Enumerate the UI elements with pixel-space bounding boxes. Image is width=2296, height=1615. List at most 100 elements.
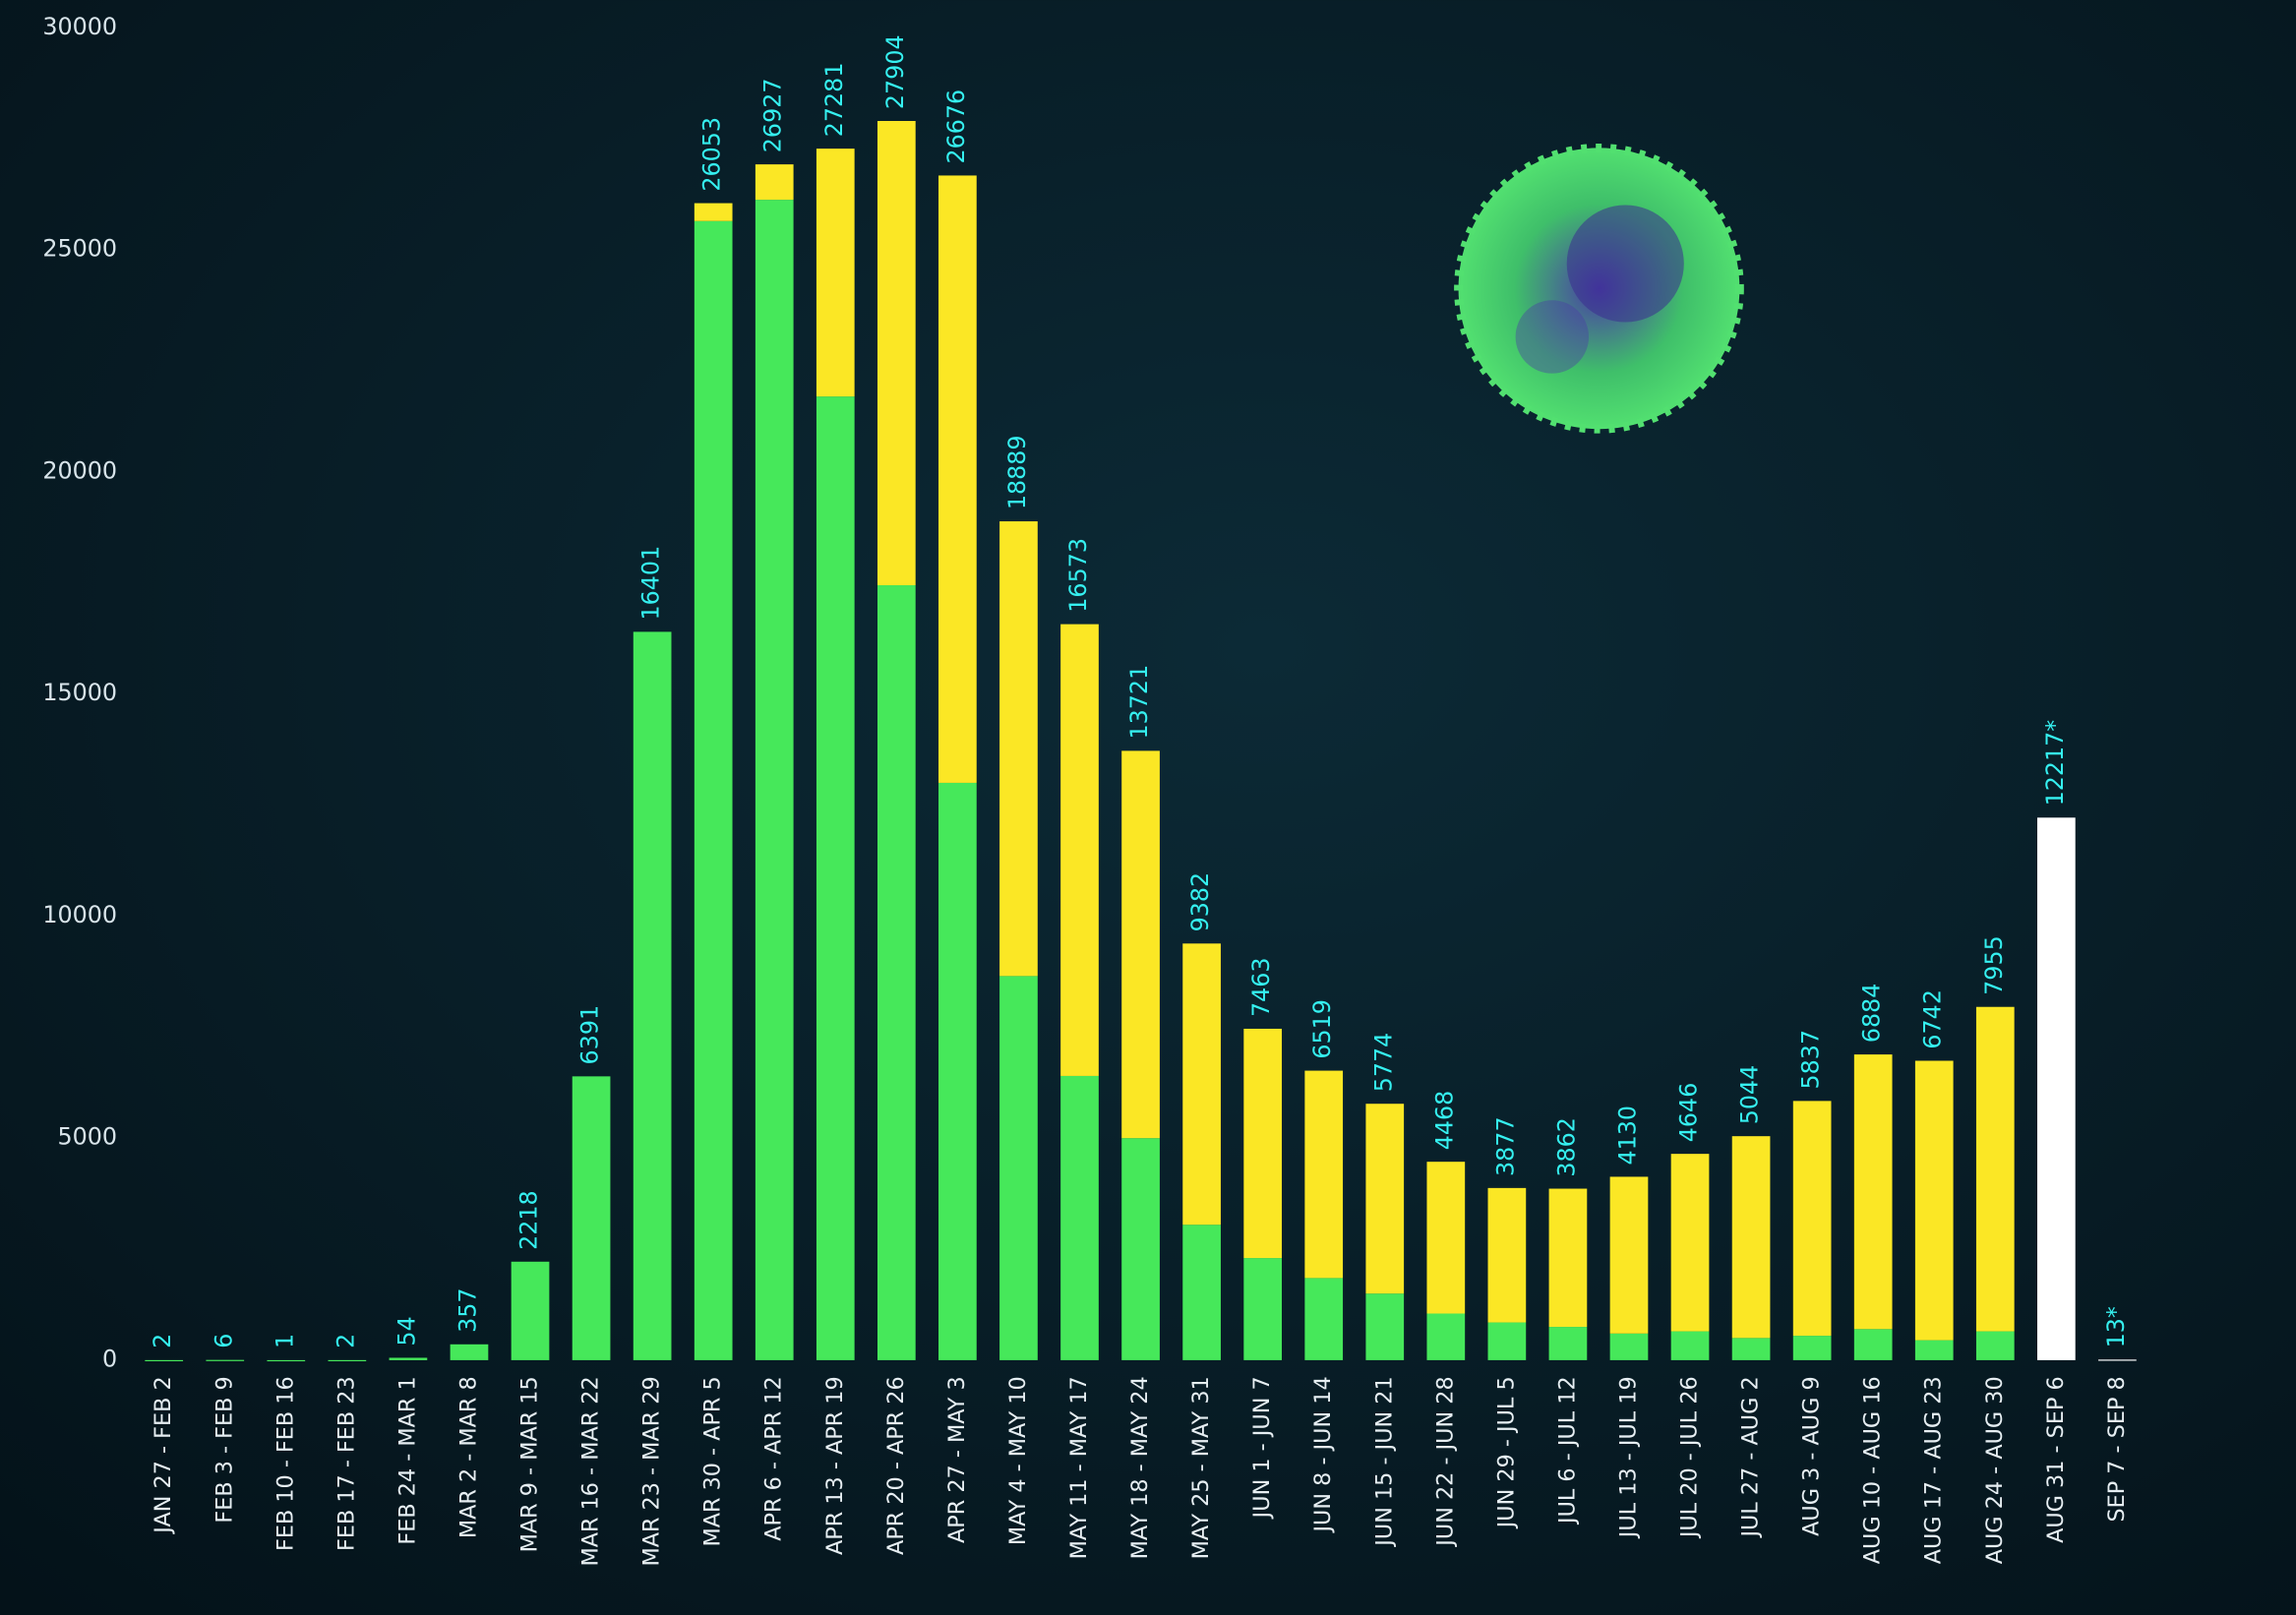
- total-label: 7463: [1247, 957, 1275, 1017]
- total-label: 5044: [1736, 1065, 1764, 1125]
- x-tick-label: MAY 18 - MAY 24: [1127, 1376, 1153, 1559]
- total-label: 27281: [820, 63, 848, 138]
- bar-segment: [329, 1360, 367, 1361]
- total-label: 16401: [637, 546, 665, 621]
- bar-segment: [512, 1262, 550, 1360]
- bar-segment: [1671, 1332, 1710, 1360]
- y-tick-label: 20000: [42, 456, 117, 484]
- bar-segment: [2098, 1359, 2137, 1360]
- x-tick-label: AUG 3 - AUG 9: [1799, 1376, 1825, 1536]
- y-tick-label: 0: [102, 1345, 117, 1372]
- bar-segment: [1182, 943, 1221, 1225]
- y-tick-label: 25000: [42, 235, 117, 263]
- bar-segment: [877, 585, 916, 1360]
- x-tick-label: JAN 27 - FEB 2: [151, 1376, 176, 1534]
- y-tick-label: 30000: [42, 13, 117, 40]
- bar-segment: [1915, 1341, 1954, 1360]
- x-tick-label: MAY 25 - MAY 31: [1188, 1376, 1214, 1559]
- bar-segment: [1488, 1188, 1527, 1323]
- total-label: 54: [393, 1316, 420, 1346]
- x-tick-label: JUN 15 - JUN 21: [1371, 1376, 1397, 1547]
- bar-segment: [1304, 1071, 1343, 1279]
- total-label: 5774: [1369, 1033, 1397, 1093]
- bar-segment: [1243, 1029, 1282, 1258]
- bar-segment: [755, 200, 794, 1360]
- total-label: 26053: [698, 117, 726, 192]
- bar-segment: [390, 1357, 428, 1359]
- bar-segment: [695, 204, 733, 221]
- x-tick-label: MAR 16 - MAR 22: [578, 1376, 604, 1566]
- bar-segment: [1976, 1332, 2015, 1360]
- bar-segment: [2037, 817, 2076, 1360]
- x-tick-label: JUN 22 - JUN 28: [1432, 1376, 1458, 1547]
- bar-segment: [1976, 1007, 2015, 1332]
- total-label: 4646: [1675, 1083, 1703, 1143]
- total-label: 12217*: [2041, 720, 2069, 807]
- bar-segment: [634, 631, 672, 1360]
- bar-segment: [1060, 625, 1099, 1076]
- total-label: 357: [453, 1287, 481, 1332]
- bar-segment: [1365, 1104, 1404, 1293]
- bar-segment: [816, 149, 855, 396]
- x-tick-label: JUL 27 - AUG 2: [1738, 1376, 1764, 1538]
- bar-segment: [573, 1076, 611, 1360]
- total-label: 13721: [1125, 665, 1153, 740]
- x-tick-label: SEP 7 - SEP 8: [2104, 1376, 2130, 1522]
- x-tick-label: APR 27 - MAY 3: [944, 1376, 970, 1543]
- bar-segment: [1304, 1278, 1343, 1360]
- bar-segment: [755, 164, 794, 200]
- bar-segment: [1610, 1334, 1649, 1360]
- x-tick-label: JUN 8 - JUN 14: [1310, 1376, 1336, 1533]
- x-tick-label: AUG 10 - AUG 16: [1860, 1376, 1886, 1564]
- bar-segment: [145, 1360, 183, 1361]
- total-label: 27904: [881, 34, 909, 109]
- total-label: 26676: [942, 90, 970, 164]
- total-label: 6391: [576, 1005, 604, 1065]
- total-label: 3877: [1491, 1116, 1519, 1176]
- x-tick-label: MAY 4 - MAY 10: [1005, 1376, 1031, 1545]
- bar-segment: [1732, 1338, 1771, 1360]
- total-label: 6884: [1858, 984, 1886, 1044]
- bar-segment: [1793, 1101, 1832, 1336]
- x-tick-label: AUG 17 - AUG 23: [1921, 1376, 1947, 1564]
- total-label: 18889: [1003, 435, 1031, 509]
- x-tick-label: JUL 13 - JUL 19: [1615, 1376, 1641, 1539]
- y-tick-label: 5000: [58, 1123, 118, 1151]
- x-tick-label: JUL 6 - JUL 12: [1554, 1376, 1580, 1525]
- total-label: 1: [271, 1334, 298, 1348]
- x-tick-label: MAR 30 - APR 5: [700, 1376, 726, 1546]
- bar-segment: [267, 1360, 305, 1361]
- bar-segment: [938, 175, 977, 782]
- y-tick-label: 10000: [42, 901, 117, 928]
- total-label: 2: [332, 1334, 359, 1348]
- bar-segment: [1793, 1336, 1832, 1360]
- bar-segment: [1732, 1136, 1771, 1338]
- total-label: 4468: [1430, 1091, 1458, 1151]
- bar-segment: [1426, 1314, 1465, 1360]
- bar-segment: [451, 1345, 489, 1360]
- y-tick-label: 15000: [42, 679, 117, 706]
- total-label: 6519: [1308, 999, 1336, 1059]
- bar-segment: [877, 121, 916, 585]
- bar-segment: [1549, 1327, 1588, 1360]
- bar-segment: [1549, 1189, 1588, 1328]
- bar-segment: [1488, 1323, 1527, 1360]
- x-tick-label: FEB 17 - FEB 23: [333, 1376, 359, 1551]
- x-tick-label: FEB 24 - MAR 1: [394, 1376, 420, 1544]
- total-label: 16573: [1064, 538, 1092, 613]
- x-tick-label: AUG 24 - AUG 30: [1982, 1376, 2008, 1564]
- total-label: 6: [210, 1334, 237, 1348]
- bar-segment: [1854, 1054, 1893, 1329]
- bar-segment: [1854, 1329, 1893, 1360]
- total-label: 26927: [759, 79, 787, 153]
- x-tick-label: FEB 10 - FEB 16: [272, 1376, 298, 1551]
- bar-segment: [999, 521, 1038, 976]
- x-tick-label: AUG 31 - SEP 6: [2043, 1376, 2069, 1543]
- total-label: 9382: [1186, 872, 1214, 932]
- x-tick-label: FEB 3 - FEB 9: [211, 1376, 237, 1523]
- x-tick-label: MAR 2 - MAR 8: [455, 1376, 481, 1538]
- x-tick-label: MAY 11 - MAY 17: [1066, 1376, 1092, 1559]
- x-tick-label: JUN 1 - JUN 7: [1249, 1376, 1275, 1520]
- bar-segment: [695, 221, 733, 1360]
- total-label: 5837: [1797, 1030, 1825, 1090]
